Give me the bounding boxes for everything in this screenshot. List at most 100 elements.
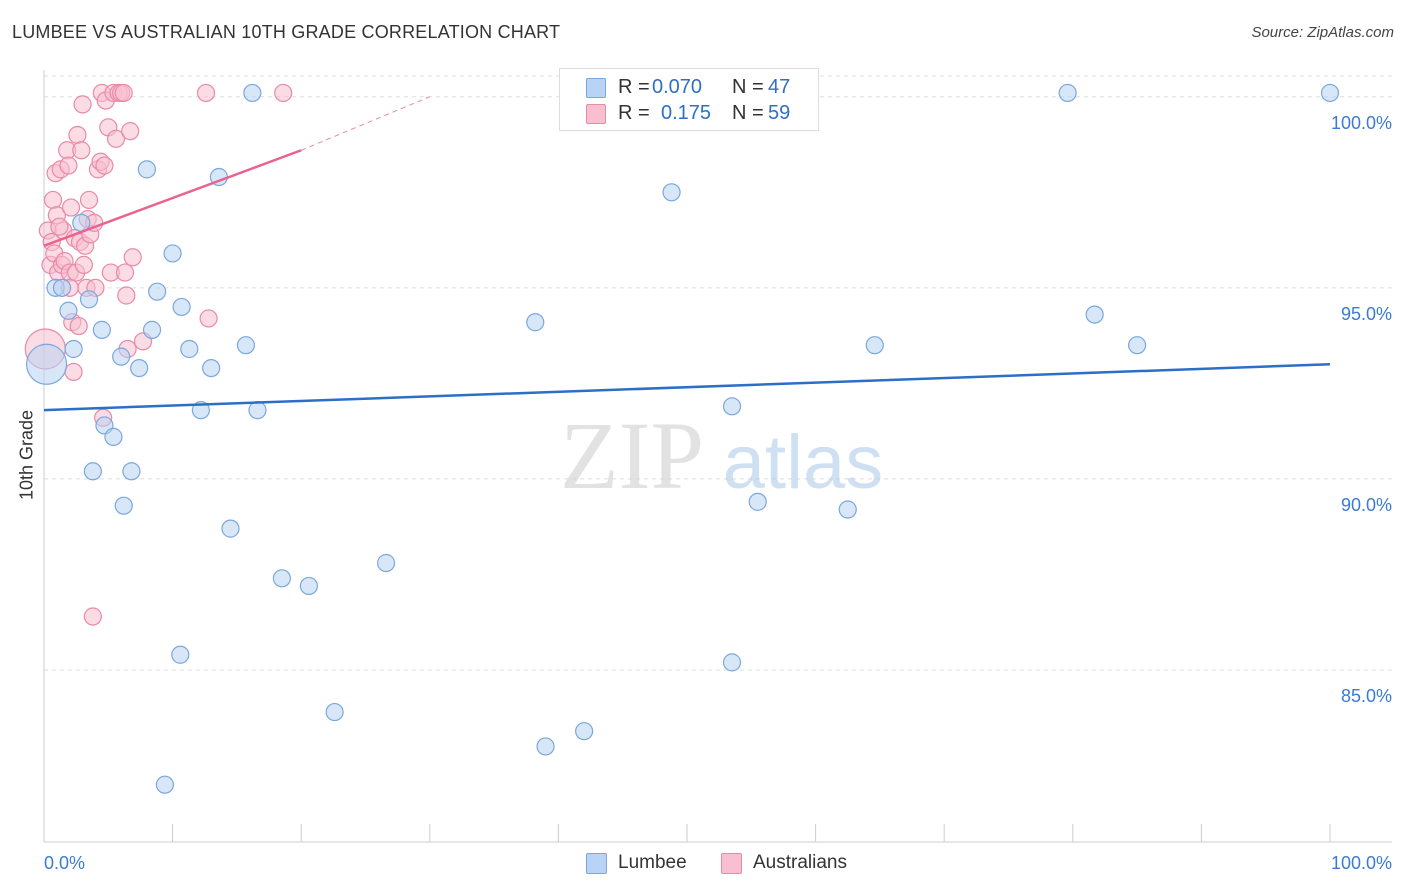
legend-r-label: R =	[618, 102, 650, 124]
lumbee-point	[137, 160, 156, 179]
lumbee-point	[148, 282, 167, 301]
lumbee-point	[838, 500, 857, 519]
source-label: Source: ZipAtlas.com	[1251, 24, 1394, 41]
lumbee-point	[1058, 83, 1077, 103]
series-swatch-lumbee	[586, 853, 607, 874]
australians-point	[64, 362, 83, 382]
lumbee-point	[1127, 336, 1147, 355]
australians-point	[43, 190, 63, 210]
australians-point	[114, 83, 133, 103]
x-tick-label-end: 100.0%	[1331, 853, 1392, 873]
australians-point	[274, 83, 293, 103]
lumbee-point	[722, 397, 742, 416]
australians-point	[59, 156, 78, 175]
australians-point	[117, 286, 136, 305]
australians-trend-extension	[301, 96, 430, 151]
chart-title: LUMBEE VS AUSTRALIAN 10TH GRADE CORRELAT…	[12, 22, 561, 42]
lumbee-point	[575, 722, 594, 741]
lumbee-point	[79, 290, 99, 309]
legend-swatch-lumbee	[586, 78, 606, 98]
lumbee-point	[236, 336, 256, 355]
lumbee-trend-line	[43, 363, 1331, 412]
lumbee-point	[536, 737, 555, 756]
australians-points	[24, 83, 293, 626]
australians-point	[196, 83, 216, 103]
australians-point	[123, 248, 142, 267]
legend-n-value: 59	[768, 102, 791, 124]
australians-point	[79, 190, 99, 210]
lumbee-point	[299, 576, 319, 596]
lumbee-point	[325, 702, 344, 722]
lumbee-point	[748, 492, 767, 511]
watermark-atlas: atlas	[723, 420, 884, 505]
lumbee-point	[155, 775, 174, 794]
lumbee-point	[59, 301, 78, 320]
legend-swatch-australians	[586, 104, 606, 124]
lumbee-point	[172, 297, 191, 317]
gridlines	[44, 75, 1392, 671]
lumbee-point	[130, 358, 149, 378]
lumbee-point	[221, 519, 240, 538]
lumbee-point	[64, 339, 83, 359]
legend-n-value: 47	[768, 76, 791, 98]
australians-point	[50, 217, 69, 236]
australians-trend-line	[43, 149, 302, 247]
australians-point	[121, 122, 140, 141]
series-swatch-australians	[721, 853, 742, 874]
y-tick-label: 90.0%	[1341, 495, 1392, 515]
lumbee-point	[662, 183, 681, 202]
lumbee-point	[92, 320, 111, 339]
lumbee-point	[526, 313, 545, 332]
lumbee-point	[142, 320, 162, 339]
australians-point	[73, 95, 92, 114]
lumbee-point	[722, 653, 742, 672]
legend-r-label: R =	[618, 76, 650, 98]
watermark: ZIP atlas	[560, 402, 883, 509]
lumbee-point	[180, 339, 199, 359]
tick-labels: 85.0% 90.0% 95.0% 100.0% 0.0% 100.0%	[44, 113, 1392, 873]
y-tick-label: 95.0%	[1341, 304, 1392, 324]
legend-n-label: N =	[732, 76, 764, 98]
australians-point	[72, 141, 91, 160]
correlation-legend: R = 0.070 N = 47 R = 0.175 N = 59	[559, 68, 819, 131]
australians-point	[74, 255, 93, 275]
australians-point	[68, 125, 87, 145]
lumbee-points	[25, 83, 1340, 794]
australians-point	[95, 156, 114, 175]
australians-point	[199, 309, 218, 328]
australians-point	[69, 316, 88, 336]
lumbee-point	[272, 569, 292, 588]
lumbee-point	[25, 343, 68, 385]
lumbee-point	[171, 645, 190, 664]
y-tick-label: 100.0%	[1331, 113, 1392, 133]
axes	[43, 70, 1392, 843]
lumbee-point	[1085, 305, 1104, 324]
x-tick-label-start: 0.0%	[44, 853, 85, 873]
lumbee-point	[248, 401, 267, 420]
australians-point	[115, 263, 135, 282]
australians-point	[106, 129, 126, 148]
lumbee-point	[202, 358, 221, 378]
lumbee-point	[865, 336, 884, 355]
lumbee-point	[122, 462, 141, 481]
lumbee-point	[1320, 83, 1340, 103]
y-tick-label: 85.0%	[1341, 686, 1392, 706]
lumbee-point	[104, 427, 123, 446]
lumbee-point	[114, 496, 133, 515]
series-label-australians: Australians	[753, 852, 847, 873]
lumbee-point	[112, 347, 131, 366]
watermark-zip: ZIP	[560, 402, 704, 509]
lumbee-point	[163, 244, 182, 263]
lumbee-point	[243, 83, 262, 103]
australians-point	[61, 198, 81, 217]
legend-r-value: 0.070	[652, 76, 703, 98]
legend-r-value: 0.175	[661, 102, 712, 124]
lumbee-point	[52, 278, 72, 297]
lumbee-point	[83, 462, 102, 481]
series-label-lumbee: Lumbee	[618, 852, 687, 873]
y-axis-label: 10th Grade	[16, 409, 37, 501]
lumbee-point	[376, 553, 396, 573]
legend-n-label: N =	[732, 102, 764, 124]
australians-point	[83, 607, 102, 626]
